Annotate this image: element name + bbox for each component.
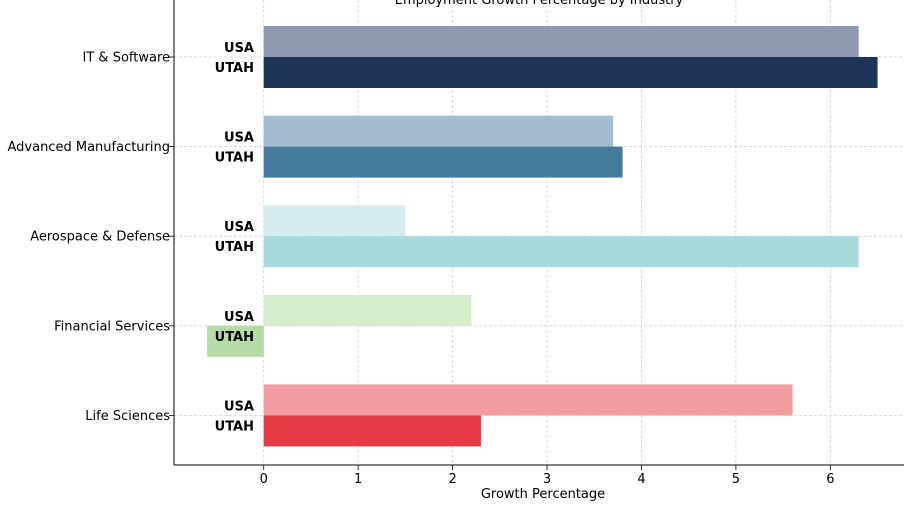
x-tick-label: 1 [354, 472, 362, 487]
bar-utah-1 [263, 57, 878, 88]
category-label: Financial Services [54, 319, 170, 334]
bar-label-usa: USA [224, 41, 254, 56]
bar-utah-2 [263, 146, 623, 178]
bar-usa-4 [263, 294, 472, 326]
bar-label-usa: USA [224, 310, 254, 325]
bar-usa-1 [263, 26, 859, 57]
bar-label-usa: USA [224, 131, 254, 146]
category-label: IT & Software [83, 51, 170, 66]
bar-label-utah: UTAH [215, 151, 254, 166]
bar-label-utah: UTAH [215, 61, 254, 76]
bar-label-usa: USA [224, 220, 254, 235]
bar-label-usa: USA [224, 399, 254, 414]
bar-utah-4 [207, 325, 264, 357]
category-label: Aerospace & Defense [30, 230, 170, 245]
x-tick-label: 2 [448, 472, 456, 487]
x-tick-label: 5 [732, 472, 740, 487]
x-tick-label: 0 [260, 472, 268, 487]
x-axis-title: Growth Percentage [481, 487, 605, 502]
x-tick-label: 6 [826, 472, 834, 487]
bar-usa-5 [263, 384, 793, 416]
bar-label-utah: UTAH [215, 240, 254, 255]
chart-title: Employment Growth Percentage by Industry [395, 0, 684, 8]
x-tick-label: 4 [637, 472, 645, 487]
category-label: Advanced Manufacturing [8, 140, 170, 155]
category-label: Life Sciences [85, 409, 170, 424]
bar-utah-5 [263, 415, 481, 447]
bar-label-utah: UTAH [215, 419, 254, 434]
bar-utah-3 [263, 236, 859, 268]
bar-usa-3 [263, 205, 406, 237]
bar-usa-2 [263, 115, 614, 147]
x-tick-label: 3 [543, 472, 551, 487]
bar-layer [207, 26, 878, 447]
axes-layer [169, 0, 904, 470]
label-layer: 0 1 2 3 4 5 6 USA UTAH USA UTAH USA UTAH USA UTAH USA UT… [8, 41, 835, 487]
bar-label-utah: UTAH [215, 330, 254, 345]
